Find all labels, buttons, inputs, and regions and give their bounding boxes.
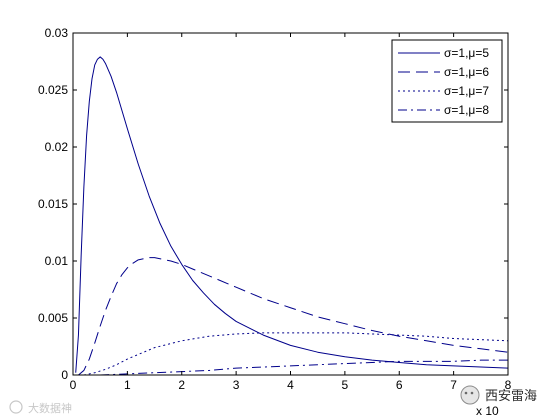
x-exponent-label: x 10 [476,404,499,418]
series-line-3 [83,332,509,376]
x-tick-label: 7 [450,378,457,392]
watermark-left: 大数据神 [9,400,72,415]
x-tick-label: 3 [233,378,240,392]
watermark-right-text: 西安雷海 [485,389,537,404]
watermark-left-icon [9,400,23,414]
y-tick-label: 0.01 [45,254,69,268]
legend-label-3: σ=1,μ=7 [444,84,489,98]
series-line-4 [100,359,508,376]
y-tick-label: 0.005 [38,311,68,325]
x-tick-label: 4 [287,378,294,392]
series-layer [75,56,509,376]
wechat-icon-eye-right [470,391,474,395]
series-line-2 [78,257,509,376]
y-axis: 0 0.005 0.01 0.015 0.02 0.025 0.03 [38,26,508,382]
x-tick-label: 1 [124,378,131,392]
y-tick-label: 0.015 [38,197,68,211]
legend-label-2: σ=1,μ=6 [444,65,489,79]
y-tick-label: 0.03 [45,26,69,40]
legend-label-4: σ=1,μ=8 [444,103,489,117]
series-line-1 [75,56,509,373]
wechat-icon-eye-left [464,391,468,395]
x-tick-label: 5 [342,378,349,392]
legend-label-1: σ=1,μ=5 [444,46,489,60]
watermark-left-text: 大数据神 [28,401,72,415]
watermark-right: 西安雷海 [460,385,537,405]
x-tick-label: 6 [396,378,403,392]
x-tick-label: 8 [505,378,512,392]
y-tick-label: 0.025 [38,83,68,97]
y-tick-label: 0.02 [45,140,69,154]
legend-box [391,39,503,123]
x-tick-label: 2 [178,378,185,392]
wechat-icon [460,385,480,405]
x-axis: 0 1 2 3 4 5 6 7 8 [70,33,512,392]
legend: σ=1,μ=5 σ=1,μ=6 σ=1,μ=7 σ=1,μ=8 [391,39,503,123]
y-tick-label: 0 [61,368,68,382]
x-tick-label: 0 [70,378,77,392]
